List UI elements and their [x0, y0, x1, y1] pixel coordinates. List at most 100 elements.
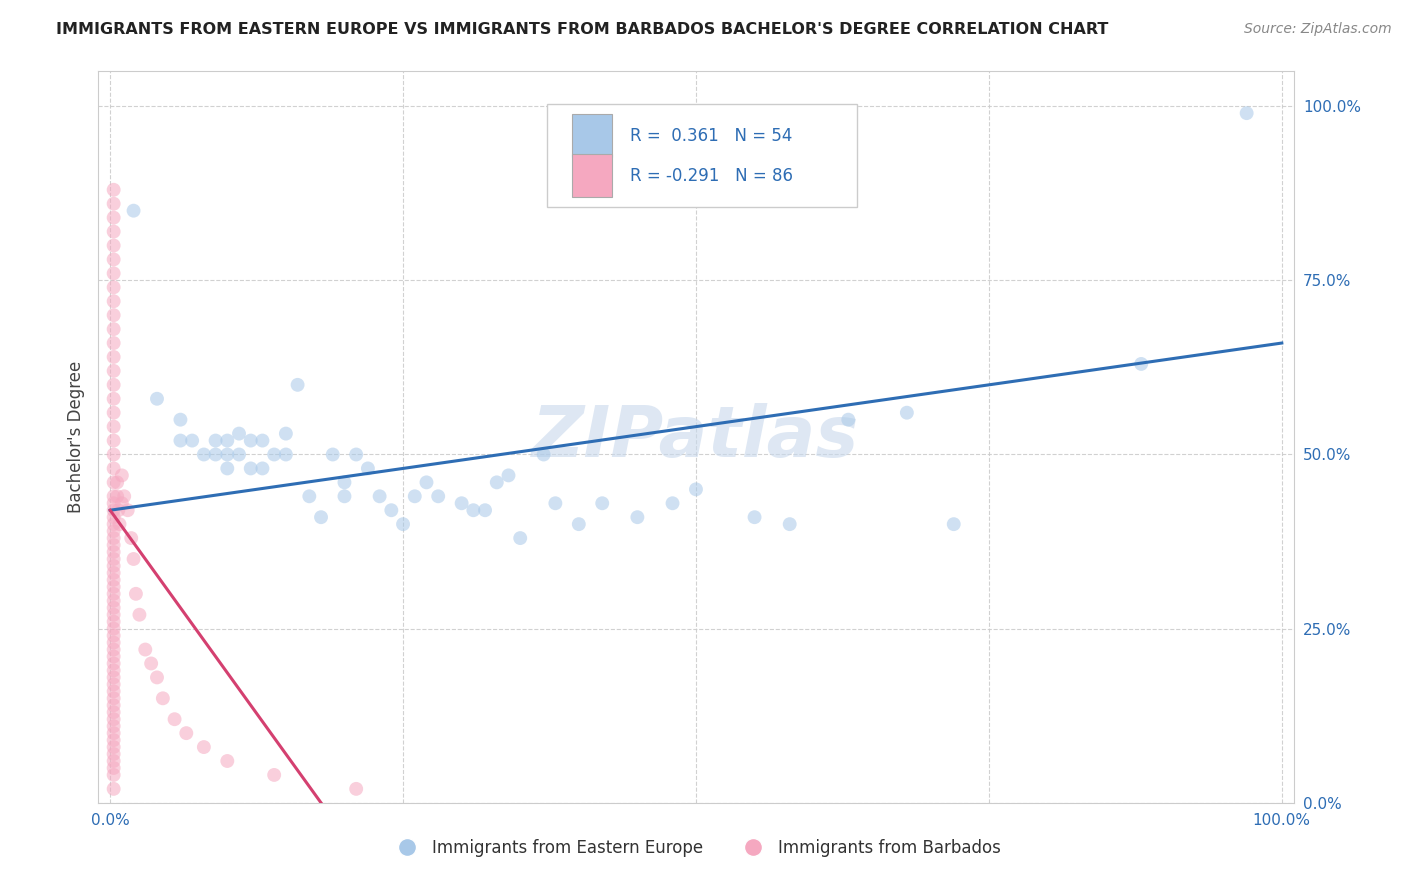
Point: [103, 622, 125, 636]
Point: [103, 657, 125, 671]
Point: [103, 364, 125, 378]
Point: [103, 419, 125, 434]
Point: [298, 489, 321, 503]
Point: [228, 426, 250, 441]
Point: [152, 691, 174, 706]
Point: [274, 426, 297, 441]
FancyBboxPatch shape: [572, 154, 613, 197]
Point: [103, 615, 125, 629]
Point: [103, 377, 125, 392]
Point: [103, 211, 125, 225]
Point: [111, 468, 134, 483]
Point: [181, 434, 204, 448]
Text: R =  0.361   N = 54: R = 0.361 N = 54: [630, 127, 793, 145]
Point: [103, 754, 125, 768]
Point: [103, 225, 125, 239]
Point: [368, 489, 391, 503]
Point: [103, 670, 125, 684]
Point: [103, 238, 125, 252]
Point: [392, 517, 415, 532]
Point: [103, 635, 125, 649]
Point: [169, 434, 191, 448]
Point: [103, 761, 125, 775]
Point: [404, 489, 426, 503]
Point: [427, 489, 450, 503]
Point: [103, 691, 125, 706]
Point: [463, 503, 485, 517]
Point: [474, 503, 496, 517]
Point: [103, 196, 125, 211]
Text: Source: ZipAtlas.com: Source: ZipAtlas.com: [1244, 22, 1392, 37]
Point: [103, 747, 125, 761]
Point: [103, 350, 125, 364]
Point: [380, 503, 402, 517]
Point: [415, 475, 437, 490]
Point: [112, 489, 135, 503]
Point: [103, 712, 125, 726]
Point: [103, 607, 125, 622]
Point: [163, 712, 186, 726]
Y-axis label: Bachelor's Degree: Bachelor's Degree: [66, 361, 84, 513]
Point: [103, 252, 125, 267]
Point: [217, 434, 239, 448]
Point: [103, 642, 125, 657]
Point: [103, 336, 125, 351]
Point: [103, 594, 125, 608]
Point: [103, 705, 125, 719]
Point: [591, 496, 613, 510]
Point: [103, 629, 125, 643]
Point: [128, 607, 150, 622]
Point: [103, 587, 125, 601]
Point: [103, 294, 125, 309]
Point: [103, 566, 125, 580]
Point: [103, 517, 125, 532]
Point: [103, 698, 125, 713]
Point: [134, 642, 156, 657]
Point: [103, 489, 125, 503]
Point: [125, 587, 148, 601]
Point: [568, 517, 591, 532]
Point: [122, 552, 145, 566]
Point: [252, 434, 274, 448]
Point: [217, 448, 239, 462]
Point: [103, 531, 125, 545]
Point: [103, 552, 125, 566]
Point: [107, 503, 129, 517]
Point: [239, 434, 262, 448]
Point: [103, 664, 125, 678]
Point: [779, 517, 801, 532]
Point: [103, 649, 125, 664]
Point: [685, 483, 707, 497]
Point: [103, 768, 125, 782]
Point: [1130, 357, 1153, 371]
Point: [103, 719, 125, 733]
Point: [103, 580, 125, 594]
Point: [103, 538, 125, 552]
Point: [105, 475, 128, 490]
Text: R = -0.291   N = 86: R = -0.291 N = 86: [630, 167, 793, 185]
Point: [105, 489, 128, 503]
Point: [103, 308, 125, 322]
Point: [263, 448, 285, 462]
Point: [193, 740, 215, 755]
Point: [103, 684, 125, 698]
Point: [103, 510, 125, 524]
Legend: Immigrants from Eastern Europe, Immigrants from Barbados: Immigrants from Eastern Europe, Immigran…: [384, 832, 1008, 864]
Point: [193, 448, 215, 462]
Text: ZIPatlas: ZIPatlas: [533, 402, 859, 472]
Point: [217, 754, 239, 768]
Point: [942, 517, 965, 532]
Point: [1236, 106, 1258, 120]
Point: [103, 600, 125, 615]
Point: [498, 468, 520, 483]
Point: [837, 412, 859, 426]
Point: [103, 406, 125, 420]
Point: [103, 322, 125, 336]
Point: [217, 461, 239, 475]
Point: [450, 496, 472, 510]
Point: [626, 510, 648, 524]
Point: [103, 461, 125, 475]
Point: [333, 489, 356, 503]
Point: [239, 461, 262, 475]
Point: [103, 733, 125, 747]
